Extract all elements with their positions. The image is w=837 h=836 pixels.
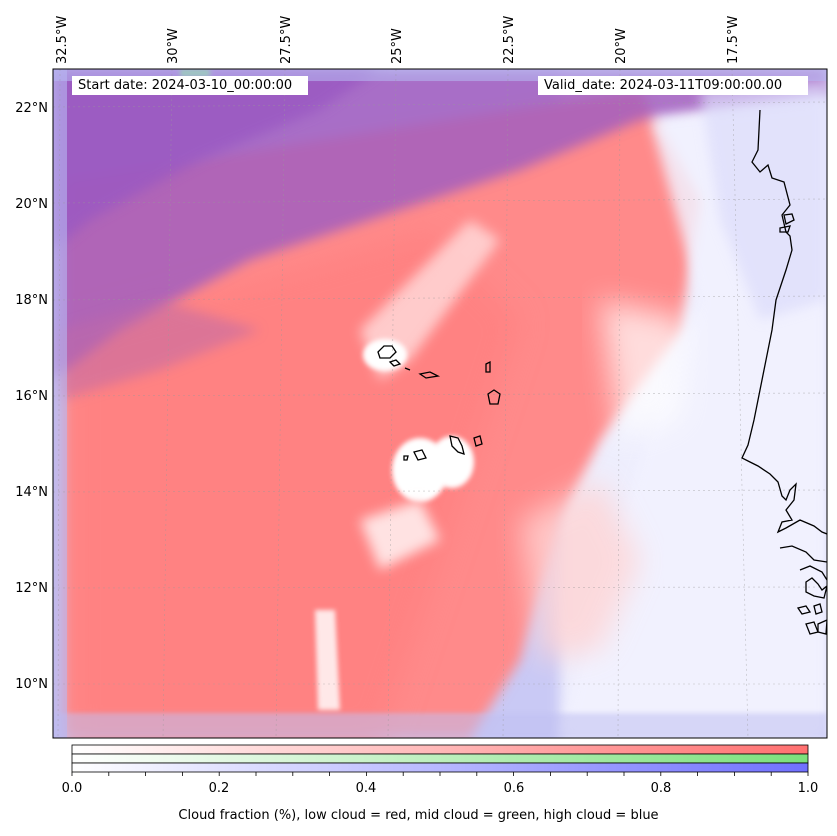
gridline-17-5w	[731, 69, 749, 738]
boa-vista-island	[487, 389, 501, 405]
lat-tick-label: 14°N	[15, 485, 48, 500]
high-cloud-streak	[60, 300, 260, 400]
cloud-break-south	[360, 500, 440, 570]
gridline-18n	[53, 295, 827, 301]
coast-inlet-2	[779, 225, 791, 233]
santa-luzia-island	[404, 367, 411, 371]
colorbar: 0.0 0.2 0.4 0.6 0.8 1.0	[62, 744, 819, 796]
lon-tick-labels: 32.5°W 30°W 27.5°W 25°W 22.5°W 20°W 17.5…	[55, 16, 741, 64]
lon-tick-label: 17.5°W	[726, 16, 741, 64]
gridline-14n	[53, 489, 827, 493]
cloud-field	[53, 69, 827, 738]
gridline-27-5w	[275, 69, 286, 738]
colorbar-tick-label: 0.0	[62, 781, 83, 796]
santiago-island	[449, 435, 465, 455]
map-frame	[52, 68, 828, 739]
bissagos-island	[796, 605, 812, 615]
maio-island	[473, 435, 483, 447]
gridline-22-5w	[502, 69, 509, 738]
cloud-break-north	[360, 220, 500, 380]
gridline-16n	[53, 392, 827, 397]
start-date-label: Start date: 2024-03-10_00:00:00	[72, 76, 308, 95]
sao-vicente-island	[388, 359, 402, 367]
guinea-coast	[779, 545, 827, 563]
cloud-gap-wake-3	[363, 339, 407, 371]
africa-coastline	[741, 109, 827, 535]
lat-tick-labels: 22°N 20°N 18°N 16°N 14°N 12°N 10°N	[15, 101, 48, 692]
brava-island	[403, 455, 409, 461]
lon-tick-label: 20°W	[614, 28, 629, 64]
high-cloud-band-west	[53, 69, 380, 250]
fogo-island	[413, 449, 427, 461]
domain-edge-bottom	[53, 713, 827, 738]
lat-tick-label: 22°N	[15, 101, 48, 116]
colorbar-tick-label: 0.6	[504, 781, 525, 796]
lat-tick-label: 16°N	[15, 389, 48, 404]
gridline-32-5w	[57, 69, 61, 738]
coastlines	[377, 109, 827, 635]
gridline-20n	[53, 198, 827, 204]
lat-tick-label: 10°N	[15, 677, 48, 692]
sao-nicolau-island	[418, 371, 441, 379]
domain-edge-left	[53, 69, 67, 738]
sal-island	[485, 360, 491, 373]
colorbar-high-strip	[71, 762, 809, 773]
lat-tick-label: 18°N	[15, 293, 48, 308]
lat-tick-label: 20°N	[15, 197, 48, 212]
colorbar-mid-strip	[71, 753, 809, 764]
lon-tick-label: 22.5°W	[502, 16, 517, 64]
lon-tick-label: 25°W	[390, 28, 405, 64]
gridline-30w	[162, 69, 173, 738]
colorbar-tick-label: 0.4	[356, 781, 377, 796]
colorbar-low-strip	[71, 744, 809, 755]
graticule	[53, 69, 827, 738]
lon-tick-label: 32.5°W	[55, 16, 70, 64]
cloud-transition	[520, 480, 640, 660]
gridline-22n	[53, 101, 827, 108]
lon-tick-label: 30°W	[166, 28, 181, 64]
colorbar-tick-labels: 0.0 0.2 0.4 0.6 0.8 1.0	[62, 781, 819, 796]
colorbar-tick-label: 1.0	[798, 781, 819, 796]
bissagos-coast	[805, 577, 827, 599]
colorbar-ticks	[71, 772, 809, 776]
gridline-25w	[387, 69, 397, 738]
high-cloud-ne	[700, 80, 827, 320]
cloud-streak-south	[315, 610, 340, 710]
coast-inlet	[783, 213, 795, 225]
colorbar-tick-label: 0.2	[209, 781, 230, 796]
clear-patch-east	[600, 300, 690, 440]
gridline-20w	[617, 69, 621, 738]
colorbar-tick-label: 0.8	[651, 781, 672, 796]
santo-antao-island	[377, 345, 397, 359]
lat-tick-label: 12°N	[15, 581, 48, 596]
guinea-coast-2	[799, 565, 827, 581]
bissagos-island-4	[817, 619, 827, 635]
gridline-12n	[53, 586, 827, 589]
high-cloud-band	[53, 69, 827, 380]
bissagos-island-2	[813, 603, 823, 615]
colorbar-caption: Cloud fraction (%), low cloud = red, mid…	[178, 808, 659, 823]
lon-tick-label: 27.5°W	[279, 16, 294, 64]
valid-date-label: Valid_date: 2024-03-11T09:00:00.00	[538, 76, 808, 95]
